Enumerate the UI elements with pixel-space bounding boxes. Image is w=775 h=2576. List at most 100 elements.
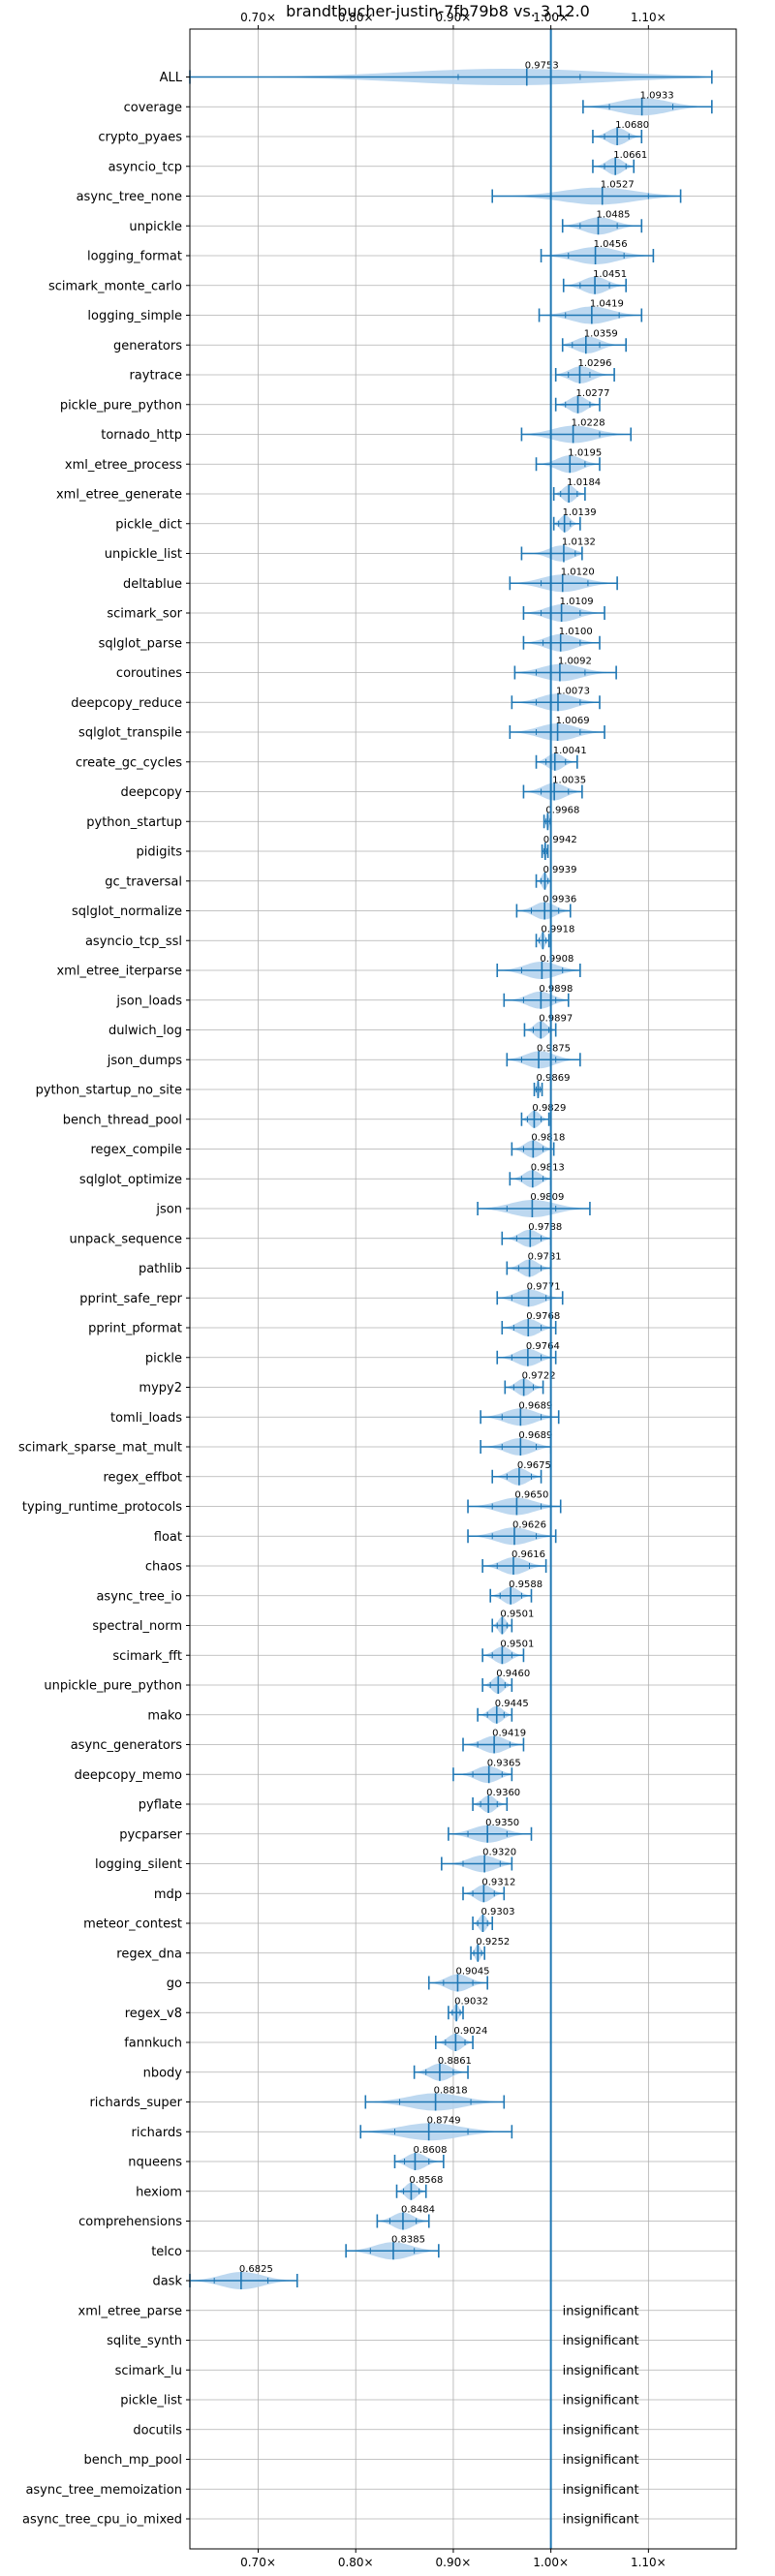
mean-label: 0.9939	[542, 865, 576, 875]
mean-label: 0.9320	[482, 1848, 516, 1858]
mean-label: 1.0456	[594, 239, 628, 250]
benchmark-label: chaos	[145, 1560, 182, 1575]
mean-label: 1.0041	[553, 746, 587, 756]
benchmark-label: regex_effbot	[103, 1470, 182, 1485]
benchmark-label: json	[155, 1203, 182, 1217]
mean-label: 1.0228	[572, 418, 605, 429]
mean-label: 0.9350	[485, 1818, 519, 1828]
mean-label: 1.0120	[561, 567, 595, 577]
mean-label: 1.0100	[559, 627, 593, 637]
benchmark-label: sqlglot_normalize	[72, 905, 182, 919]
mean-label: 0.9942	[543, 835, 577, 845]
x-tick-label-top: 1.10×	[631, 11, 666, 24]
benchmark-label: mdp	[154, 1887, 182, 1902]
mean-label: 0.9781	[528, 1252, 562, 1263]
benchmark-label: xml_etree_process	[65, 458, 182, 473]
mean-label: 0.8568	[409, 2175, 443, 2186]
insignificant-label: insignificant	[563, 2334, 639, 2348]
benchmark-label: pickle_dict	[115, 517, 182, 532]
benchmark-label: nbody	[143, 2066, 183, 2080]
mean-label: 1.0419	[590, 299, 624, 310]
benchmark-label: dask	[152, 2275, 182, 2289]
benchmark-label: async_generators	[71, 1738, 183, 1753]
mean-label: 1.0139	[563, 507, 597, 518]
mean-label: 0.8484	[401, 2205, 435, 2216]
benchmark-label: sqlglot_transpile	[78, 726, 182, 741]
benchmark-label: unpickle_pure_python	[44, 1679, 182, 1694]
mean-label: 1.0073	[556, 686, 590, 696]
x-tick-label-bottom: 1.00×	[533, 2556, 569, 2569]
benchmark-label: pycparser	[119, 1827, 182, 1842]
mean-label: 0.8608	[413, 2145, 447, 2156]
benchmark-label: gc_traversal	[105, 874, 182, 889]
benchmark-label: float	[154, 1530, 182, 1545]
benchmark-label: pyflate	[139, 1798, 182, 1813]
mean-label: 0.9460	[496, 1669, 530, 1679]
benchmark-label: pprint_pformat	[88, 1322, 182, 1336]
x-tick-label-top: 1.00×	[533, 11, 569, 24]
benchmark-label: pickle_list	[120, 2394, 182, 2408]
benchmark-label: raytrace	[129, 369, 182, 383]
benchmark-label: json_dumps	[107, 1054, 182, 1068]
benchmark-label: coverage	[124, 101, 182, 115]
mean-label: 1.0092	[558, 657, 592, 667]
mean-label: 1.0109	[560, 597, 594, 607]
benchmark-label: unpickle	[129, 220, 182, 234]
mean-label: 0.9809	[530, 1192, 564, 1203]
mean-label: 0.9032	[454, 1996, 488, 2007]
plot-frame	[189, 28, 737, 2550]
benchmark-label: docutils	[133, 2423, 182, 2438]
benchmark-label: tornado_http	[101, 428, 182, 443]
benchmark-label: xml_etree_parse	[78, 2304, 182, 2318]
benchmark-label: dulwich_log	[108, 1024, 182, 1038]
benchmark-label: logging_silent	[95, 1857, 182, 1872]
mean-label: 0.9875	[537, 1043, 571, 1054]
benchmark-label: logging_simple	[87, 309, 182, 323]
x-ticks: 0.70× 0.70× 0.80× 0.80× 0.90× 0.90× 1.00× 1.00×…	[240, 11, 666, 2569]
x-tick-label-top: 0.70×	[240, 11, 276, 24]
mean-label: 1.0359	[584, 328, 618, 339]
mean-label: 0.8818	[434, 2086, 468, 2097]
x-tick-label-top: 0.80×	[338, 11, 374, 24]
benchmark-label: scimark_lu	[115, 2364, 182, 2378]
x-tick-label-top: 0.90×	[436, 11, 472, 24]
mean-label: 0.8749	[427, 2115, 461, 2126]
mean-label: 0.9764	[526, 1341, 560, 1352]
mean-label: 0.9897	[539, 1014, 573, 1025]
mean-label: 0.9675	[517, 1460, 551, 1471]
mean-label: 1.0661	[613, 150, 647, 161]
insignificant-label: insignificant	[563, 2423, 639, 2438]
mean-label: 0.6825	[239, 2264, 273, 2275]
insignificant-label: insignificant	[563, 2483, 639, 2498]
mean-label: 0.9501	[500, 1639, 534, 1649]
benchmark-label: richards_super	[89, 2096, 182, 2110]
benchmark-label: mypy2	[139, 1381, 182, 1395]
benchmark-label: async_tree_cpu_io_mixed	[22, 2513, 182, 2528]
benchmark-label: async_tree_none	[77, 190, 182, 204]
benchmark-label: scimark_fft	[112, 1649, 182, 1664]
mean-label: 1.0035	[552, 776, 586, 786]
benchmark-label: asyncio_tcp	[108, 160, 182, 174]
mean-label: 1.0195	[568, 447, 602, 458]
benchmark-label: pickle_pure_python	[60, 398, 182, 413]
benchmark-label: coroutines	[116, 666, 182, 681]
benchmark-label: python_startup	[86, 815, 182, 830]
benchmark-label: regex_compile	[90, 1143, 182, 1157]
x-tick-label-bottom: 1.10×	[631, 2556, 666, 2569]
benchmark-label: unpickle_list	[105, 547, 182, 562]
benchmark-label: meteor_contest	[83, 1917, 182, 1932]
mean-label: 0.9501	[500, 1610, 534, 1620]
benchmark-label: pickle	[145, 1351, 182, 1365]
mean-label: 0.9626	[512, 1519, 546, 1530]
benchmark-label: create_gc_cycles	[76, 755, 182, 770]
x-tick-label-bottom: 0.70×	[240, 2556, 276, 2569]
mean-label: 1.0132	[562, 537, 596, 548]
benchmark-label: fannkuch	[124, 2037, 182, 2051]
mean-label: 1.0933	[640, 90, 674, 101]
mean-label: 0.9968	[545, 805, 579, 815]
mean-label: 0.9419	[492, 1729, 526, 1739]
mean-label: 1.0296	[577, 358, 611, 369]
benchmark-label: unpack_sequence	[69, 1232, 182, 1246]
grid	[190, 29, 736, 2549]
benchmark-label: python_startup_no_site	[36, 1084, 182, 1098]
